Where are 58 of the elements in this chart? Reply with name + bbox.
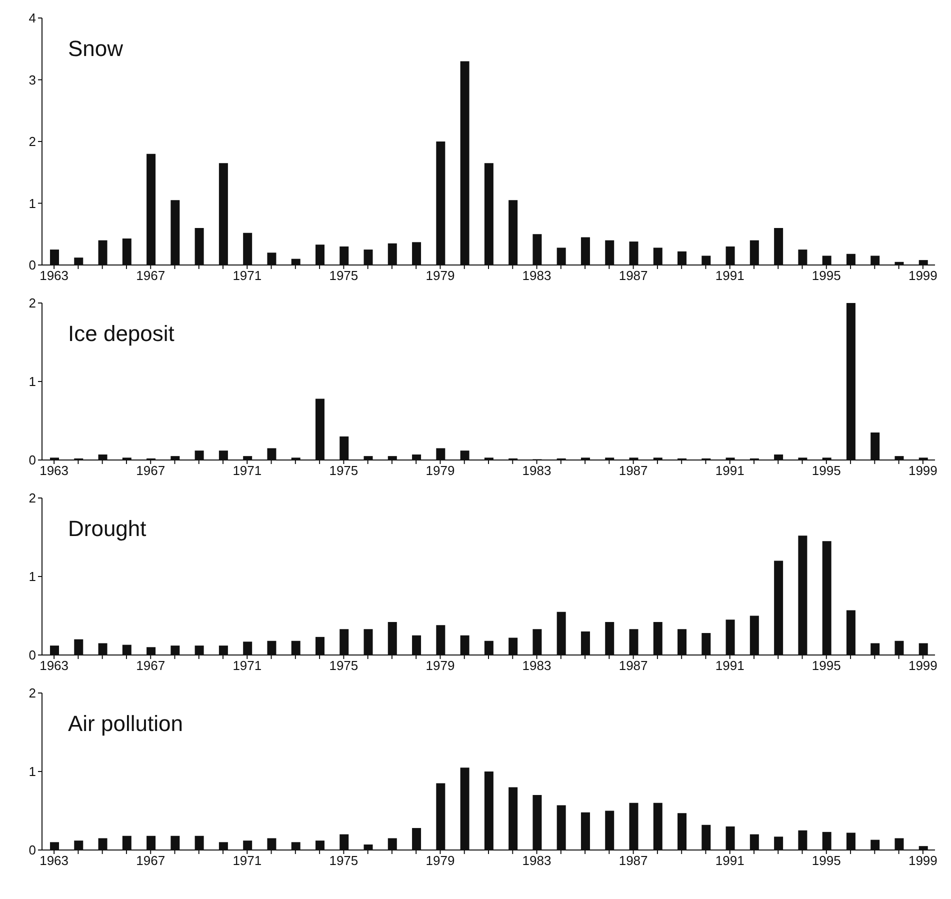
x-tick-label: 1991 [715,463,744,478]
x-tick-label: 1963 [40,268,69,284]
x-tick-label: 1975 [329,853,358,868]
x-tick-label: 1967 [136,658,166,674]
x-tick-label: 1983 [522,268,552,284]
text: Air pollution [68,711,183,737]
x-tick-label: 1987 [618,658,648,674]
x-tick-label: 1979 [426,658,455,674]
y-tick-label: 1 [28,764,36,780]
x-tick-label: 1963 [40,853,69,868]
x-tick-label: 1999 [908,463,938,478]
x-tick-label: 1995 [812,268,841,284]
y-tick-label: 2 [28,490,36,506]
text: Ice deposit [68,321,174,347]
y-tick-label: 2 [28,686,36,701]
text: Drought [68,516,146,542]
y-tick-label: 3 [28,72,36,88]
y-tick-label: 1 [28,196,36,211]
x-tick-label: 1983 [522,853,552,868]
y-tick-label: 0 [28,258,36,273]
x-tick-label: 1987 [618,463,648,478]
x-tick-label: 1995 [812,463,841,478]
x-tick-label: 1991 [715,658,744,674]
x-tick-label: 1971 [232,658,262,674]
x-tick-label: 1999 [908,853,938,868]
y-tick-label: 1 [28,374,36,390]
y-tick-label: 0 [28,648,36,663]
x-tick-label: 1971 [232,268,262,284]
y-tick-label: 0 [28,452,36,468]
x-tick-label: 1975 [329,658,358,674]
x-tick-label: 1967 [136,463,166,478]
x-tick-label: 1987 [618,853,648,868]
x-tick-label: 1983 [522,658,552,674]
y-tick-label: 2 [28,134,36,150]
y-tick-label: 4 [28,10,36,26]
x-tick-label: 1991 [715,268,744,284]
x-tick-label: 1967 [136,853,166,868]
x-tick-label: 1975 [329,463,358,478]
x-tick-label: 1971 [232,853,262,868]
x-tick-label: 1999 [908,658,938,674]
y-tick-label: 1 [28,569,36,584]
x-tick-label: 1995 [812,853,841,868]
x-tick-label: 1979 [426,463,455,478]
x-tick-label: 1971 [232,463,262,478]
x-tick-label: 1979 [426,268,455,284]
x-tick-label: 1975 [329,268,358,284]
y-tick-label: 0 [28,842,36,858]
x-tick-label: 1963 [40,658,69,674]
x-tick-label: 1967 [136,268,166,284]
x-tick-label: 1991 [715,853,744,868]
text: Snow [68,36,124,62]
y-tick-label: 2 [28,296,36,311]
x-tick-label: 1987 [618,268,648,284]
x-tick-label: 1995 [812,658,841,674]
x-tick-label: 1983 [522,463,552,478]
x-tick-label: 1963 [40,463,69,478]
x-tick-label: 1979 [426,853,455,868]
x-tick-label: 1999 [908,268,938,284]
